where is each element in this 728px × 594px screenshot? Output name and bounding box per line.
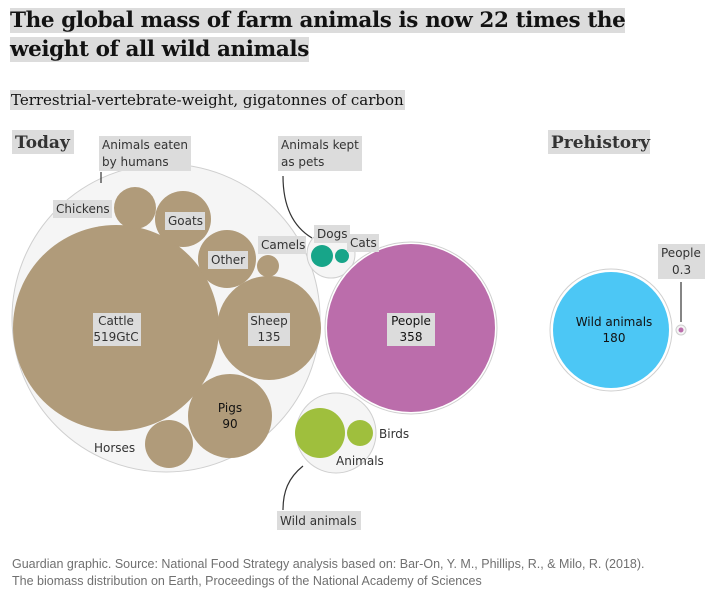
source-line-1: Guardian graphic. Source: National Food …: [12, 557, 645, 571]
svg-text:0.3: 0.3: [672, 263, 691, 277]
bubble-pigs: [188, 374, 272, 458]
svg-text:Sheep: Sheep: [250, 314, 288, 328]
section-label-today: Today: [12, 130, 74, 154]
bubble-camels: [257, 255, 279, 277]
chart-title: The global mass of farm animals is now 2…: [10, 8, 626, 62]
label-animals: Animals: [336, 454, 384, 468]
svg-text:Animals kept: Animals kept: [281, 138, 359, 152]
bubble-birds: [347, 420, 373, 446]
bubble-cats: [335, 249, 349, 263]
svg-text:135: 135: [258, 330, 281, 344]
label-people-prehistory: People 0.3: [658, 244, 705, 279]
svg-text:Animals eaten: Animals eaten: [102, 138, 188, 152]
svg-text:Pigs: Pigs: [218, 401, 242, 415]
svg-text:Today: Today: [15, 133, 71, 153]
leader-wild-animals: [282, 465, 304, 511]
svg-text:358: 358: [400, 330, 423, 344]
svg-text:Prehistory: Prehistory: [551, 133, 651, 153]
group-label-wild-animals: Wild animals: [277, 511, 361, 530]
svg-text:Horses: Horses: [94, 441, 135, 455]
svg-text:Animals: Animals: [336, 454, 384, 468]
source-footer: Guardian graphic. Source: National Food …: [12, 556, 718, 590]
section-label-prehistory: Prehistory: [548, 130, 651, 154]
label-goats: Goats: [165, 212, 205, 230]
svg-text:Dogs: Dogs: [317, 227, 347, 241]
label-camels: Camels: [258, 236, 306, 254]
label-dogs: Dogs: [314, 225, 350, 243]
svg-text:Wild animals: Wild animals: [576, 315, 653, 329]
leader-pets: [282, 175, 313, 239]
svg-text:180: 180: [603, 331, 626, 345]
source-line-2: The biomass distribution on Earth, Proce…: [12, 574, 482, 588]
label-sheep: Sheep 135: [248, 313, 290, 346]
label-other: Other: [208, 251, 248, 269]
bubble-people-prehistory: [678, 327, 684, 333]
svg-text:as pets: as pets: [281, 155, 324, 169]
chart-subtitle: Terrestrial-vertebrate-weight, gigatonne…: [10, 90, 405, 110]
svg-text:Goats: Goats: [168, 214, 203, 228]
label-pigs: Pigs 90: [218, 401, 242, 431]
bubble-horses: [145, 420, 193, 468]
bubble-chickens: [114, 187, 156, 229]
svg-text:Birds: Birds: [379, 427, 409, 441]
svg-text:90: 90: [222, 417, 237, 431]
label-chickens: Chickens: [53, 200, 112, 218]
svg-text:Wild animals: Wild animals: [280, 514, 357, 528]
label-wild-animals-prehistory: Wild animals 180: [576, 315, 653, 345]
svg-text:519GtC: 519GtC: [93, 330, 138, 344]
label-horses: Horses: [94, 441, 135, 455]
svg-text:Cattle: Cattle: [98, 314, 134, 328]
svg-text:by humans: by humans: [102, 155, 169, 169]
svg-text:Camels: Camels: [261, 238, 305, 252]
svg-text:People: People: [391, 314, 431, 328]
svg-text:Cats: Cats: [350, 236, 377, 250]
bubble-wild-animals-prehistory: [553, 272, 669, 388]
label-cats: Cats: [347, 234, 379, 252]
label-birds: Birds: [379, 427, 409, 441]
group-label-pets: Animals kept as pets: [278, 136, 362, 171]
svg-text:Chickens: Chickens: [56, 202, 110, 216]
svg-text:People: People: [661, 246, 701, 260]
bubble-wild-animals: [295, 408, 345, 458]
bubble-dogs: [311, 245, 333, 267]
label-cattle: Cattle 519GtC: [93, 313, 141, 346]
svg-text:Other: Other: [211, 253, 245, 267]
group-label-animals-eaten: Animals eaten by humans: [99, 136, 191, 171]
label-people: People 358: [387, 313, 435, 346]
